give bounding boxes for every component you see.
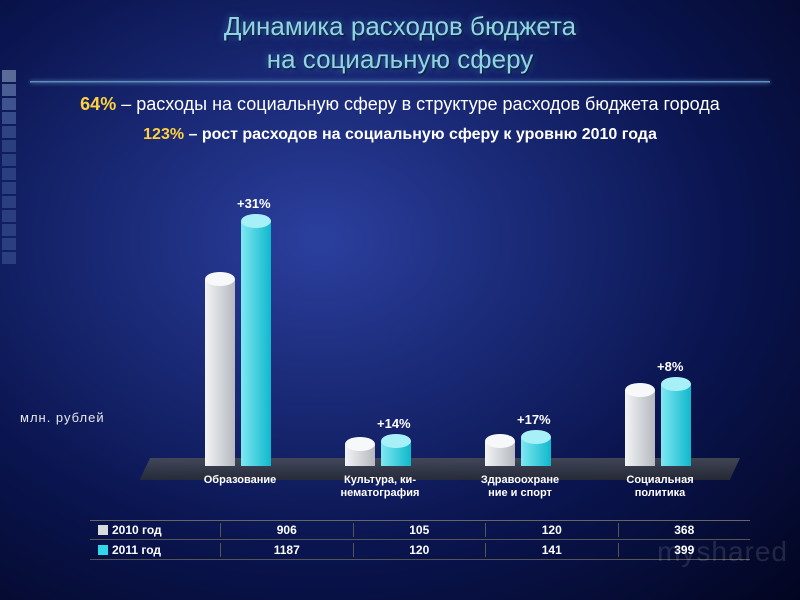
bar-2011 [381, 441, 411, 466]
bar-2011 [521, 437, 551, 466]
table-row: 2010 год 906105120368 [90, 520, 750, 540]
category-label: Здравоохранение и спорт [460, 474, 580, 499]
growth-label: +17% [517, 412, 551, 427]
sidebar-square [2, 126, 16, 138]
subtitle-2: 123% – рост расходов на социальную сферу… [0, 126, 800, 144]
sidebar-square [2, 238, 16, 250]
sidebar-square [2, 70, 16, 82]
bar-group: +17% [465, 210, 575, 470]
bar-2010 [345, 444, 375, 466]
growth-label: +8% [657, 359, 683, 374]
title-underline [30, 81, 770, 83]
sidebar-square [2, 84, 16, 96]
category-labels: Образование Культура, ки-нематография Здра… [170, 474, 730, 499]
subtitle2-pct: 123% [143, 126, 184, 143]
decorative-sidebar [0, 70, 24, 264]
sidebar-square [2, 252, 16, 264]
bars-container: +31% +14% +17% +8% [170, 210, 730, 470]
title-line2: на социальную сферу [267, 44, 534, 74]
legend-label: 2011 год [112, 543, 161, 557]
legend-cell: 2010 год [90, 523, 220, 537]
legend-cell: 2011 год [90, 543, 220, 557]
sidebar-square [2, 210, 16, 222]
legend-swatch [98, 545, 108, 555]
bar-2010 [485, 441, 515, 466]
bar-2010 [205, 279, 235, 466]
bar-2011 [661, 384, 691, 466]
category-label: Культура, ки-нематография [320, 474, 440, 499]
sidebar-square [2, 98, 16, 110]
bar-group: +14% [325, 210, 435, 470]
table-cell: 906 [220, 523, 353, 537]
table-cell: 1187 [220, 543, 353, 557]
subtitle-1: 64% – расходы на социальную сферу в стру… [0, 93, 800, 116]
watermark: myshared [657, 536, 788, 568]
subtitle1-text: – расходы на социальную сферу в структур… [116, 94, 720, 114]
bar-chart: млн. рублей +31%+14%+17%+8% ОбразованиеК… [90, 210, 750, 490]
sidebar-square [2, 182, 16, 194]
category-label: Социальнаяполитика [600, 474, 720, 499]
sidebar-square [2, 154, 16, 166]
subtitle1-pct: 64% [80, 94, 116, 114]
category-label: Образование [180, 474, 300, 499]
table-cell: 120 [353, 543, 486, 557]
bar-group: +31% [185, 210, 295, 470]
table-row: 2011 год1187120141399 [90, 540, 750, 560]
subtitle2-text: – рост расходов на социальную сферу к ур… [184, 126, 657, 143]
table-cell: 141 [485, 543, 618, 557]
growth-label: +14% [377, 416, 411, 431]
bar-group: +8% [605, 210, 715, 470]
bar-2010 [625, 390, 655, 466]
sidebar-square [2, 168, 16, 180]
data-table: 2010 год9061051203682011 год118712014139… [90, 520, 750, 560]
bar-2011 [241, 221, 271, 466]
sidebar-square [2, 196, 16, 208]
growth-label: +31% [237, 196, 271, 211]
table-cell: 368 [618, 523, 751, 537]
sidebar-square [2, 112, 16, 124]
table-cell: 120 [485, 523, 618, 537]
table-cell: 105 [353, 523, 486, 537]
legend-swatch [98, 525, 108, 535]
sidebar-square [2, 140, 16, 152]
legend-label: 2010 год [112, 523, 162, 537]
sidebar-square [2, 224, 16, 236]
title-line1: Динамика расходов бюджета [224, 11, 576, 41]
y-axis-label: млн. рублей [20, 410, 105, 425]
page-title: Динамика расходов бюджета на социальную … [0, 0, 800, 75]
